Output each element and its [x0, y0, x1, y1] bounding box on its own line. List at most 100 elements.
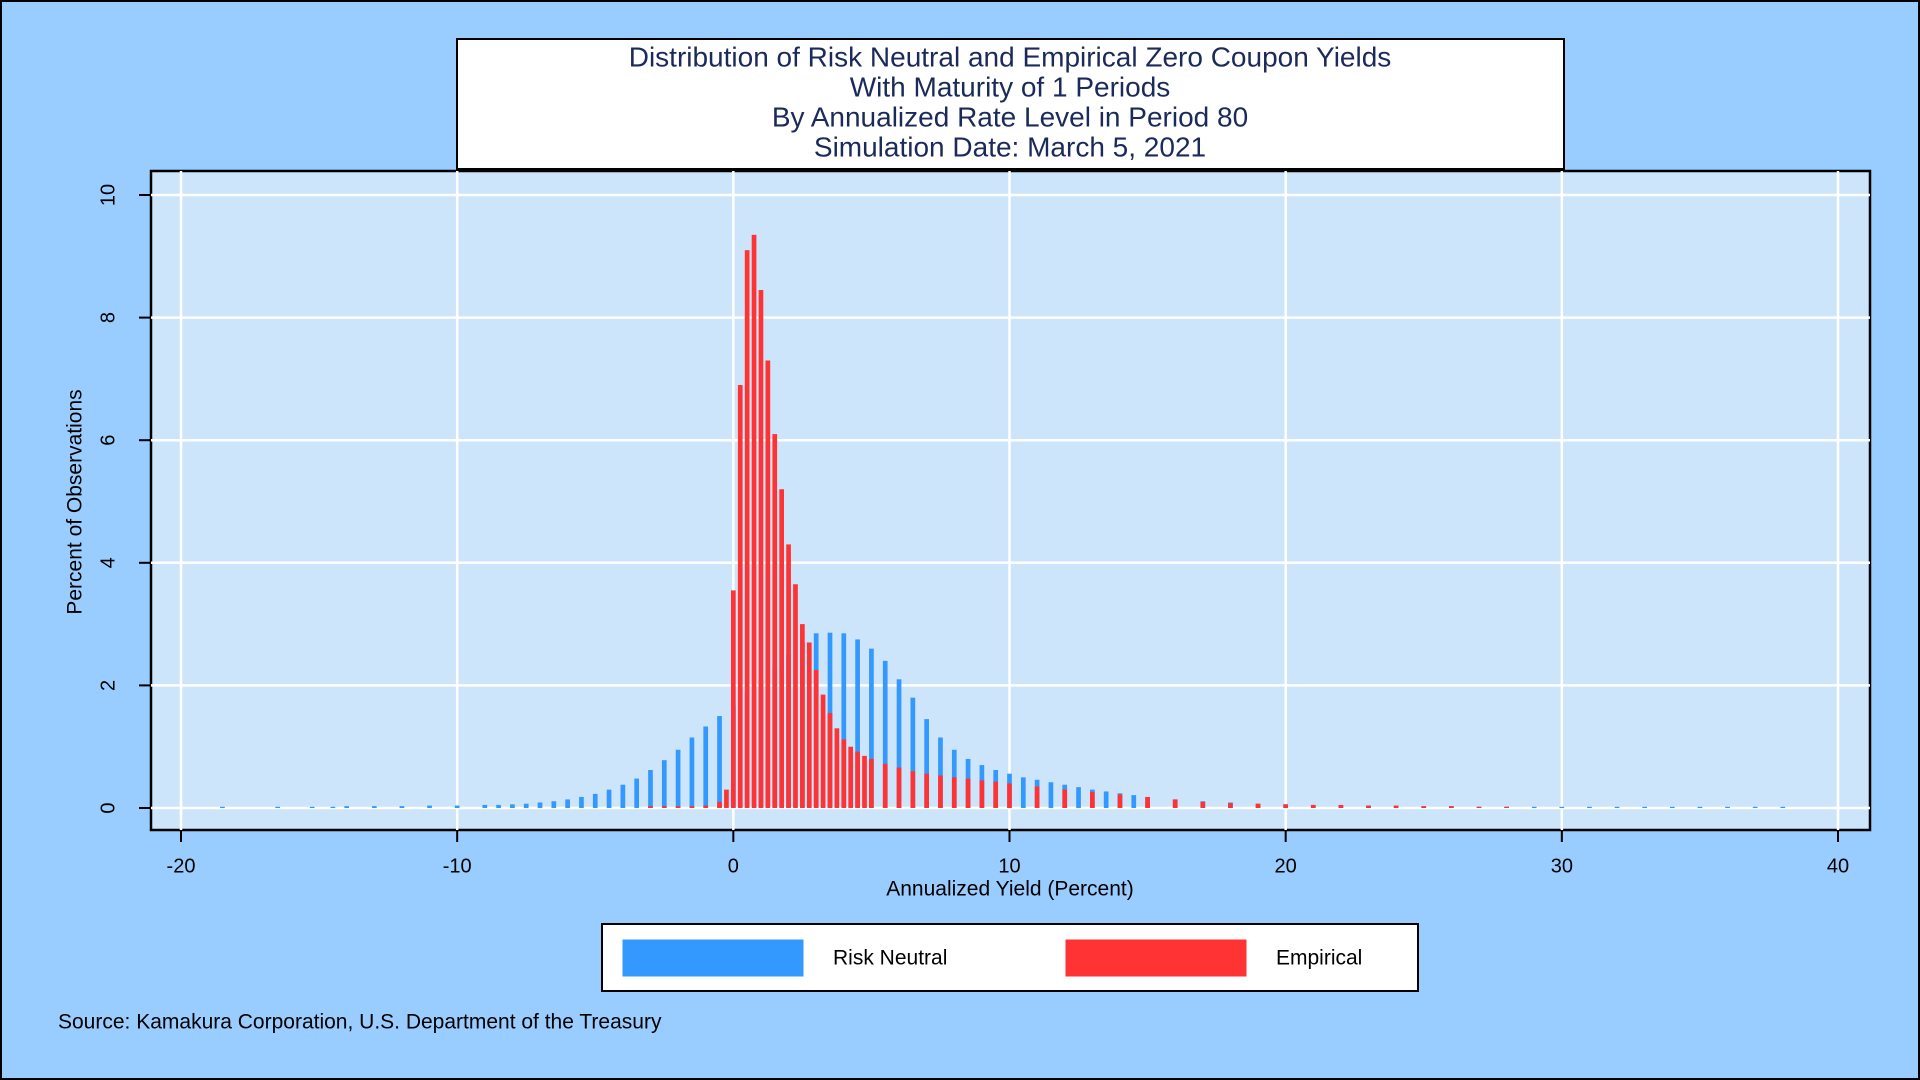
x-tick-label: 30	[1551, 855, 1573, 877]
bar	[910, 697, 916, 808]
bar	[220, 806, 225, 808]
chart-title: Simulation Date: March 5, 2021	[814, 131, 1206, 162]
bar	[910, 771, 916, 808]
bar	[620, 784, 626, 808]
bar	[765, 360, 771, 808]
bar	[344, 806, 350, 808]
bar	[979, 780, 985, 808]
bar	[724, 789, 729, 808]
bar	[1504, 806, 1509, 808]
bar	[717, 716, 722, 808]
x-tick-label: -10	[443, 855, 472, 877]
bar	[924, 719, 929, 808]
bar	[399, 806, 405, 808]
bar	[841, 633, 847, 808]
bar	[1117, 794, 1123, 808]
bar	[1283, 804, 1289, 808]
bar	[1338, 804, 1344, 808]
bar	[1669, 806, 1675, 808]
bar	[648, 806, 653, 808]
bar	[1020, 777, 1026, 808]
bar	[1559, 806, 1565, 808]
bar	[1421, 806, 1427, 808]
bar	[523, 803, 529, 808]
bar	[482, 804, 488, 808]
bar	[820, 694, 826, 808]
bar	[869, 648, 874, 808]
bar	[882, 660, 888, 808]
legend-label: Empirical	[1276, 947, 1362, 970]
bar	[951, 777, 957, 808]
bar	[965, 778, 971, 808]
x-tick-label: 0	[728, 855, 739, 877]
bar	[309, 806, 315, 808]
title-box	[456, 38, 1565, 170]
bar	[1393, 805, 1399, 808]
bar	[703, 726, 709, 808]
bar	[744, 250, 750, 809]
bar	[924, 773, 929, 808]
bar	[1007, 783, 1012, 808]
bar	[938, 775, 943, 808]
bar	[1076, 787, 1081, 808]
bar	[579, 796, 584, 808]
bar	[758, 290, 764, 808]
bar	[1145, 796, 1150, 808]
bar	[510, 804, 515, 808]
bar	[938, 737, 943, 808]
legend-swatch	[622, 939, 804, 977]
bar	[1476, 806, 1482, 808]
x-tick-label: 20	[1275, 855, 1297, 877]
bar	[1449, 806, 1454, 808]
bar	[827, 712, 833, 808]
bar	[1531, 806, 1537, 808]
chart-title: By Annualized Rate Level in Period 80	[772, 101, 1248, 132]
bar	[730, 590, 736, 808]
bar	[661, 760, 667, 808]
bar	[1172, 799, 1178, 808]
bar	[786, 544, 791, 808]
bar	[1048, 782, 1054, 808]
bar	[675, 806, 681, 808]
bar	[703, 805, 709, 808]
x-tick-label: -20	[167, 855, 196, 877]
bar	[896, 767, 902, 808]
bar	[855, 751, 860, 808]
bar	[330, 806, 336, 808]
bar	[1034, 786, 1040, 808]
bar	[993, 781, 999, 808]
bar	[1200, 801, 1206, 808]
y-tick-label: 10	[97, 184, 119, 206]
bar	[496, 804, 501, 808]
bar	[1752, 806, 1758, 808]
bar	[1366, 805, 1371, 808]
bar	[737, 385, 743, 808]
bar	[896, 679, 902, 808]
bar	[806, 642, 812, 808]
bar	[634, 778, 640, 808]
bar	[689, 806, 695, 808]
bar	[779, 489, 785, 808]
bar	[834, 728, 840, 808]
bar	[1310, 804, 1316, 808]
bar	[1062, 789, 1068, 808]
bar	[1725, 806, 1730, 808]
bar	[454, 805, 460, 808]
y-tick-label: 8	[97, 312, 119, 323]
source-note: Source: Kamakura Corporation, U.S. Depar…	[58, 1011, 662, 1034]
legend-label: Risk Neutral	[833, 947, 947, 970]
bar	[648, 769, 653, 808]
bar	[275, 806, 281, 808]
bar	[869, 758, 874, 808]
bar	[427, 805, 432, 808]
bar	[371, 806, 377, 808]
y-tick-label: 4	[97, 557, 119, 568]
bar	[1697, 806, 1703, 808]
bar	[1642, 806, 1648, 808]
chart-title: With Maturity of 1 Periods	[850, 71, 1171, 102]
bar	[855, 639, 860, 808]
bar	[592, 793, 598, 808]
bar	[1131, 795, 1137, 808]
bar	[813, 670, 819, 808]
